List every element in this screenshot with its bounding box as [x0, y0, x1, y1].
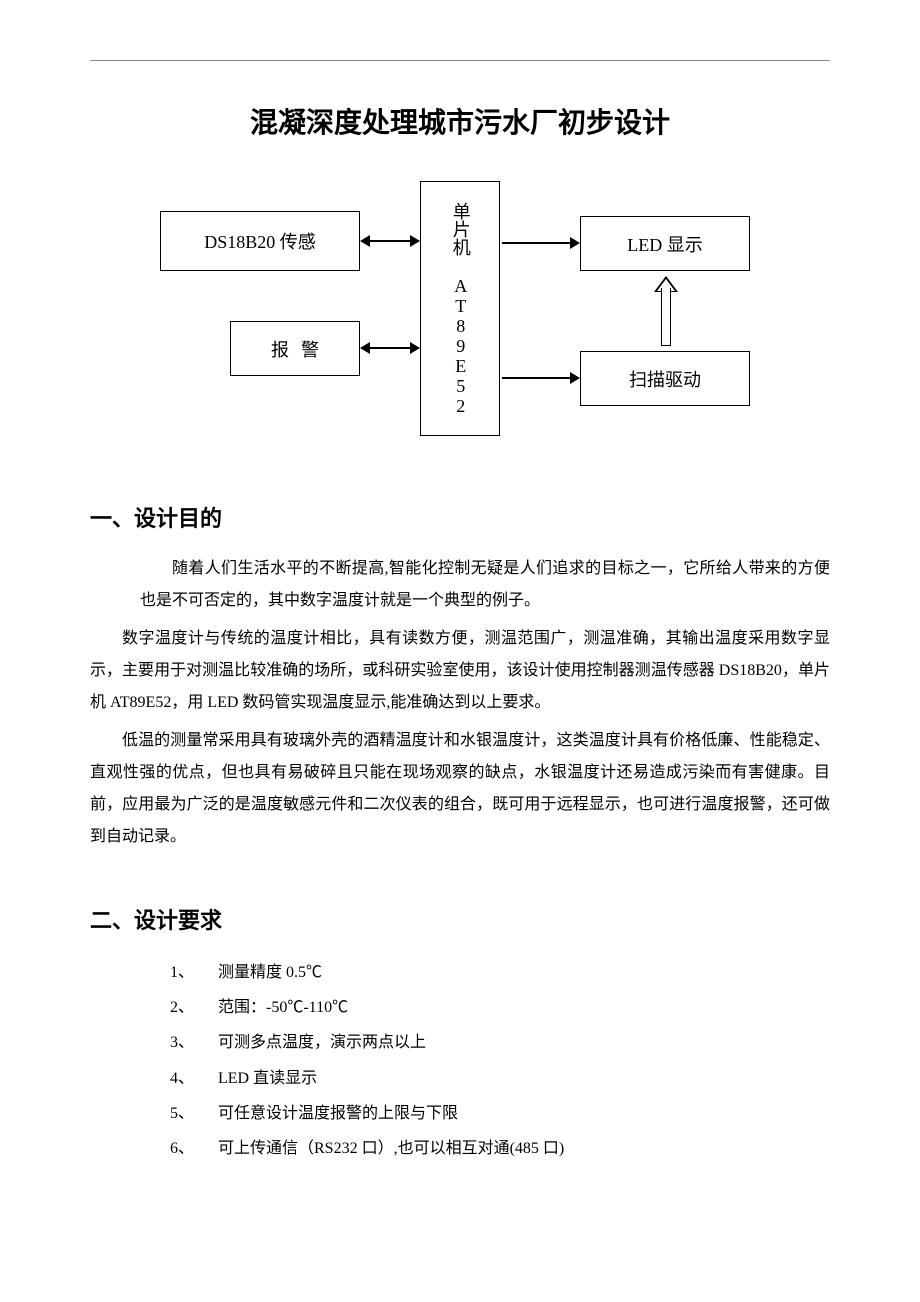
list-text: 测量精度 0.5℃ [218, 964, 322, 981]
sensor-label: DS18B20 传感 [204, 228, 316, 254]
arrow-mcu-scan [502, 377, 570, 379]
alarm-label: 报警 [271, 336, 331, 362]
list-number: 3、 [170, 1025, 214, 1060]
arrowhead-icon [410, 342, 420, 354]
section-1-para-3: 低温的测量常采用具有玻璃外壳的酒精温度计和水银温度计，这类温度计具有价格低廉、性… [90, 725, 830, 853]
list-number: 1、 [170, 955, 214, 990]
arrow-scan-led [657, 276, 677, 348]
arrowhead-icon [360, 235, 370, 247]
list-text: 可上传通信（RS232 口）,也可以相互对通(485 口) [218, 1140, 564, 1157]
list-item: 3、 可测多点温度，演示两点以上 [170, 1025, 830, 1060]
list-text: 可任意设计温度报警的上限与下限 [218, 1105, 458, 1122]
arrow-sensor-mcu [370, 240, 410, 242]
header-rule [90, 60, 830, 61]
scan-label: 扫描驱动 [629, 366, 701, 392]
list-item: 4、 LED 直读显示 [170, 1061, 830, 1096]
list-number: 6、 [170, 1131, 214, 1166]
list-item: 1、 测量精度 0.5℃ [170, 955, 830, 990]
document-page: 混凝深度处理城市污水厂初步设计 DS18B20 传感 报警 单片机 AT89E5… [0, 0, 920, 1206]
requirements-list: 1、 测量精度 0.5℃ 2、 范围：-50℃-110℃ 3、 可测多点温度，演… [170, 955, 830, 1166]
sensor-box: DS18B20 传感 [160, 211, 360, 271]
arrow-alarm-mcu [370, 347, 410, 349]
list-text: 可测多点温度，演示两点以上 [218, 1034, 426, 1051]
list-text: 范围：-50℃-110℃ [218, 999, 348, 1016]
list-number: 5、 [170, 1096, 214, 1131]
led-label: LED 显示 [627, 231, 703, 257]
list-number: 4、 [170, 1061, 214, 1096]
list-item: 6、 可上传通信（RS232 口）,也可以相互对通(485 口) [170, 1131, 830, 1166]
section-2-heading: 二、设计要求 [90, 903, 830, 935]
section-1-para-2: 数字温度计与传统的温度计相比，具有读数方便，测温范围广，测温准确，其输出温度采用… [90, 623, 830, 719]
mcu-label: 单片机 AT89E52 [448, 202, 471, 416]
arrow-shaft [661, 288, 671, 346]
scan-box: 扫描驱动 [580, 351, 750, 406]
led-box: LED 显示 [580, 216, 750, 271]
arrowhead-icon [410, 235, 420, 247]
arrowhead-icon [570, 237, 580, 249]
section-1-heading: 一、设计目的 [90, 501, 830, 533]
block-diagram: DS18B20 传感 报警 单片机 AT89E52 LED 显示 扫描驱动 [120, 181, 800, 461]
mcu-box: 单片机 AT89E52 [420, 181, 500, 436]
arrowhead-icon [360, 342, 370, 354]
arrow-mcu-led [502, 242, 570, 244]
list-number: 2、 [170, 990, 214, 1025]
list-item: 5、 可任意设计温度报警的上限与下限 [170, 1096, 830, 1131]
arrowhead-icon [570, 372, 580, 384]
alarm-box: 报警 [230, 321, 360, 376]
list-text: LED 直读显示 [218, 1070, 317, 1087]
list-item: 2、 范围：-50℃-110℃ [170, 990, 830, 1025]
document-title: 混凝深度处理城市污水厂初步设计 [90, 101, 830, 141]
section-1-para-1: 随着人们生活水平的不断提高,智能化控制无疑是人们追求的目标之一，它所给人带来的方… [140, 553, 830, 617]
